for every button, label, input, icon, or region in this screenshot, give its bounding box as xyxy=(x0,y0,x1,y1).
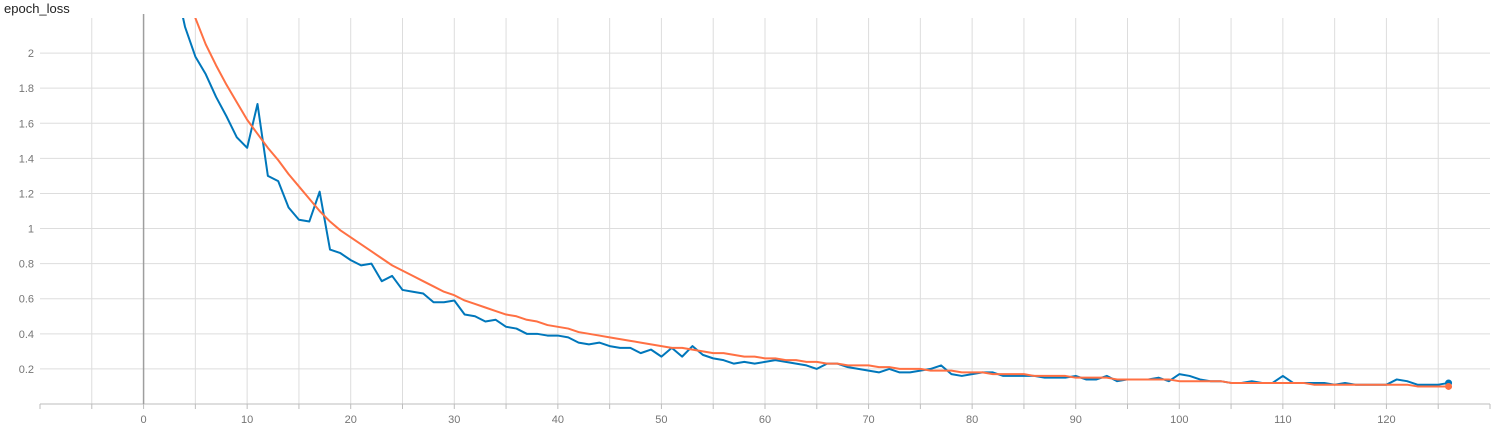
x-tick-label: 20 xyxy=(345,414,357,426)
tick-labels: 0 10 20 30 40 50 60 70 80 90 100 110 120 0.2 0.4 0.6 0.8… xyxy=(19,48,1396,426)
y-tick-label: 0.2 xyxy=(19,364,34,376)
x-tick-label: 90 xyxy=(1070,414,1082,426)
grid xyxy=(40,18,1490,404)
x-tick-label: 110 xyxy=(1274,414,1292,426)
x-tick-label: 60 xyxy=(759,414,771,426)
axes xyxy=(39,14,1491,409)
series-end-point-2[interactable] xyxy=(1445,382,1453,390)
x-tick-label: 30 xyxy=(448,414,460,426)
y-tick-label: 1.4 xyxy=(19,153,34,165)
y-tick-label: 2 xyxy=(28,48,34,60)
x-tick-label: 120 xyxy=(1377,414,1395,426)
y-tick-label: 1.6 xyxy=(19,118,34,130)
chart-title: epoch_loss xyxy=(4,1,70,16)
x-tick-label: 0 xyxy=(141,414,147,426)
series-line-1 xyxy=(182,18,1449,386)
x-tick-label: 10 xyxy=(241,414,253,426)
x-tick-label: 70 xyxy=(862,414,874,426)
y-tick-label: 0.4 xyxy=(19,329,34,341)
series-line-2 xyxy=(194,18,1449,388)
x-tick-label: 100 xyxy=(1170,414,1188,426)
x-tick-label: 40 xyxy=(552,414,564,426)
y-tick-label: 0.8 xyxy=(19,259,34,271)
y-tick-label: 0.6 xyxy=(19,294,34,306)
x-tick-label: 50 xyxy=(655,414,667,426)
y-tick-label: 1 xyxy=(28,224,34,236)
series-layer xyxy=(182,18,1453,390)
y-tick-label: 1.8 xyxy=(19,83,34,95)
y-tick-label: 1.2 xyxy=(19,188,34,200)
x-tick-label: 80 xyxy=(966,414,978,426)
